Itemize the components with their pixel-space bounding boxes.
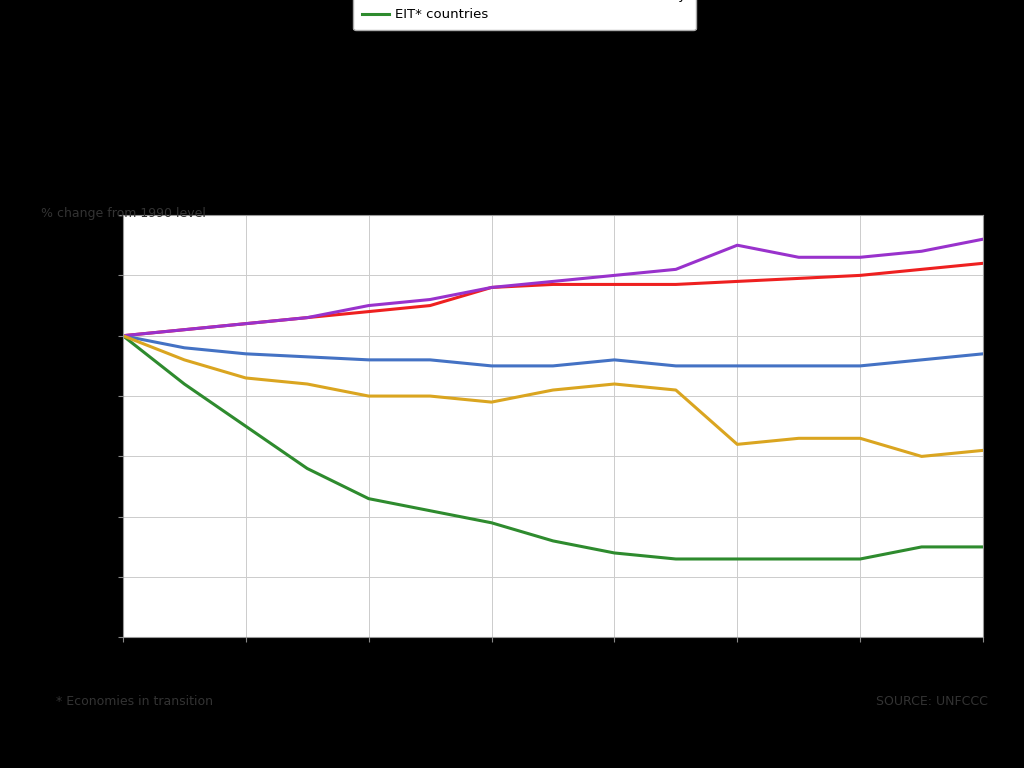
Text: % change from 1990 level: % change from 1990 level (41, 207, 206, 220)
Legend: Non-EIT* countries, All industrialised countries, EIT* countries, USA, Germany: Non-EIT* countries, All industrialised c… (353, 0, 695, 31)
Text: * Economies in transition: * Economies in transition (56, 695, 213, 708)
Text: TOTAL GREENHOUSE GAS EMISSIONS: TOTAL GREENHOUSE GAS EMISSIONS (133, 111, 480, 129)
Text: Gases de efecto invernadero: Gases de efecto invernadero (265, 35, 759, 64)
X-axis label: Year: Year (537, 667, 569, 682)
Text: SOURCE: UNFCCC: SOURCE: UNFCCC (877, 695, 988, 708)
